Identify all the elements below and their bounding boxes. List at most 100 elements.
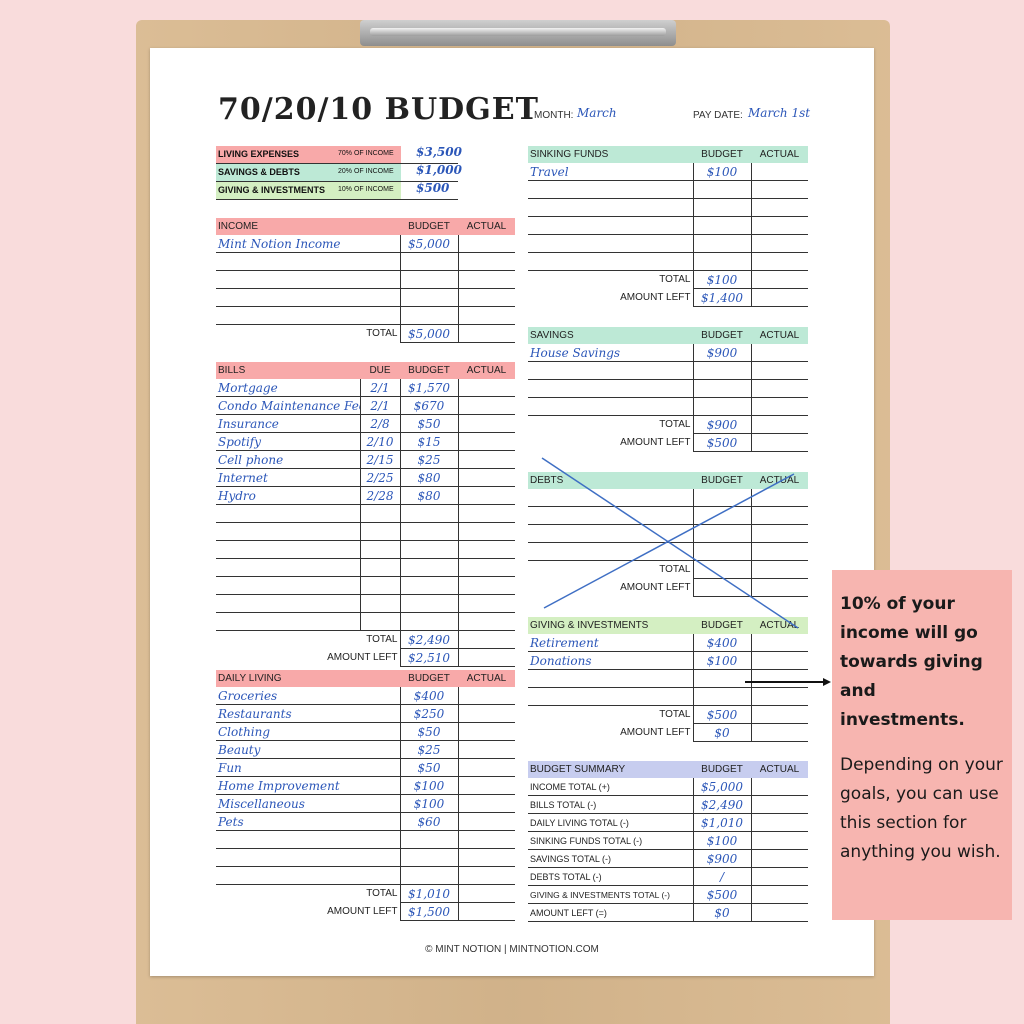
summary-budget: $900 [692, 849, 751, 868]
giving-title: GIVING & INVESTMENTS [530, 620, 649, 631]
split-value: $1,000 [416, 163, 462, 177]
income-budget-header: BUDGET [408, 221, 450, 232]
bill-item: Cell phone [216, 450, 360, 469]
giving-investments-table: GIVING & INVESTMENTS BUDGET ACTUAL Retirem… [528, 617, 808, 742]
daily-item: Restaurants [216, 704, 400, 723]
table-row: Internet 2/25 $80 [216, 468, 515, 487]
income-title: INCOME [218, 221, 258, 232]
debts-budget-header: BUDGET [701, 475, 743, 486]
table-row: Home Improvement $100 [216, 776, 515, 795]
table-row [528, 669, 808, 688]
bills-title: BILLS [218, 365, 246, 376]
table-row: SINKING FUNDS TOTAL (-) $100 [528, 831, 808, 850]
savings-budget-header: BUDGET [701, 330, 743, 341]
split-row-giving: GIVING & INVESTMENTS 10% OF INCOME $500 [216, 181, 458, 200]
debts-total-label: TOTAL [659, 564, 691, 576]
savings-left-label: AMOUNT LEFT [620, 437, 691, 448]
debts-left-label: AMOUNT LEFT [620, 582, 691, 593]
clipboard-clip [360, 20, 676, 46]
summary-budget: $2,490 [692, 795, 751, 814]
bill-item: Spotify [216, 432, 360, 451]
giving-total: $500 [692, 705, 751, 724]
daily-item: Clothing [216, 722, 400, 741]
amount-left-row: AMOUNT LEFT $1,500 [216, 902, 515, 921]
giving-left-label: AMOUNT LEFT [620, 727, 691, 738]
sinking-left: $1,400 [692, 288, 751, 307]
daily-total: $1,010 [399, 884, 458, 903]
summary-budget: $1,010 [692, 813, 751, 832]
savings-item: House Savings [528, 344, 693, 362]
bill-item: Condo Maintenance Fee [216, 396, 360, 415]
table-row [528, 524, 808, 543]
table-row [528, 687, 808, 706]
daily-item: Fun [216, 758, 400, 777]
table-row: Insurance 2/8 $50 [216, 414, 515, 433]
paydate-value: March 1st [748, 106, 811, 120]
giving-budget: $400 [692, 634, 751, 652]
sinking-funds-table: SINKING FUNDS BUDGET ACTUAL Travel $100 TOT… [528, 146, 808, 307]
giving-total-label: TOTAL [659, 709, 691, 721]
summary-budget: $0 [692, 903, 751, 922]
total-row: TOTAL $900 [528, 415, 808, 434]
split-pct: 10% OF INCOME [338, 186, 394, 193]
savings-total: $900 [692, 415, 751, 434]
savings-budget: $900 [692, 344, 751, 362]
daily-budget: $60 [399, 812, 458, 831]
table-row: Miscellaneous $100 [216, 794, 515, 813]
bill-budget: $670 [399, 396, 458, 415]
total-row: TOTAL $100 [528, 270, 808, 289]
giving-budget: $100 [692, 651, 751, 670]
savings-total-label: TOTAL [659, 419, 691, 431]
bills-table: BILLS DUE BUDGET ACTUAL Mortgage 2/1 $1,570 C… [216, 362, 515, 667]
daily-item: Groceries [216, 687, 400, 705]
table-row [528, 397, 808, 416]
total-row: TOTAL $1,010 [216, 884, 515, 903]
summary-item: SAVINGS TOTAL (-) [528, 849, 693, 868]
bills-budget-header: BUDGET [408, 365, 450, 376]
table-row: DEBTS TOTAL (-) / [528, 867, 808, 886]
bill-due: 2/28 [359, 486, 400, 505]
table-row: Donations $100 [528, 651, 808, 670]
giving-actual-header: ACTUAL [759, 620, 800, 631]
summary-item: DAILY LIVING TOTAL (-) [528, 813, 693, 832]
bill-budget: $80 [399, 468, 458, 487]
sinking-total-label: TOTAL [659, 274, 691, 286]
bill-due: 2/15 [359, 450, 400, 469]
bill-budget: $50 [399, 414, 458, 433]
summary-item: DEBTS TOTAL (-) [528, 867, 693, 886]
table-row [216, 504, 515, 523]
sinking-actual-header: ACTUAL [759, 149, 800, 160]
sinking-title: SINKING FUNDS [530, 149, 609, 160]
table-row: Restaurants $250 [216, 704, 515, 723]
page-title: 70/20/10 BUDGET [218, 92, 539, 127]
bills-left: $2,510 [399, 648, 458, 667]
summary-budget: $100 [692, 831, 751, 850]
bill-due: 2/25 [359, 468, 400, 487]
daily-item: Miscellaneous [216, 794, 400, 813]
summary-budget: / [692, 867, 751, 886]
bills-due-header: DUE [369, 365, 391, 376]
split-category: GIVING & INVESTMENTS [218, 185, 326, 195]
daily-item: Home Improvement [216, 776, 400, 795]
daily-title: DAILY LIVING [218, 673, 282, 684]
daily-actual-header: ACTUAL [466, 673, 507, 684]
debts-actual-header: ACTUAL [759, 475, 800, 486]
summary-item: INCOME TOTAL (+) [528, 778, 693, 796]
daily-budget: $100 [399, 794, 458, 813]
table-row [216, 866, 515, 885]
bill-item: Mortgage [216, 379, 360, 397]
savings-left: $500 [692, 433, 751, 452]
summary-budget-header: BUDGET [701, 764, 743, 775]
amount-left-row: AMOUNT LEFT $2,510 [216, 648, 515, 667]
table-row [216, 540, 515, 559]
bill-item: Insurance [216, 414, 360, 433]
bill-budget: $15 [399, 432, 458, 451]
daily-item: Beauty [216, 740, 400, 759]
amount-left-row: AMOUNT LEFT $0 [528, 723, 808, 742]
table-row: Travel $100 [528, 163, 808, 181]
paydate-label: PAY DATE: [693, 110, 743, 121]
daily-budget: $100 [399, 776, 458, 795]
table-row: AMOUNT LEFT (=) $0 [528, 903, 808, 922]
summary-actual-header: ACTUAL [759, 764, 800, 775]
summary-budget: $5,000 [692, 778, 751, 796]
